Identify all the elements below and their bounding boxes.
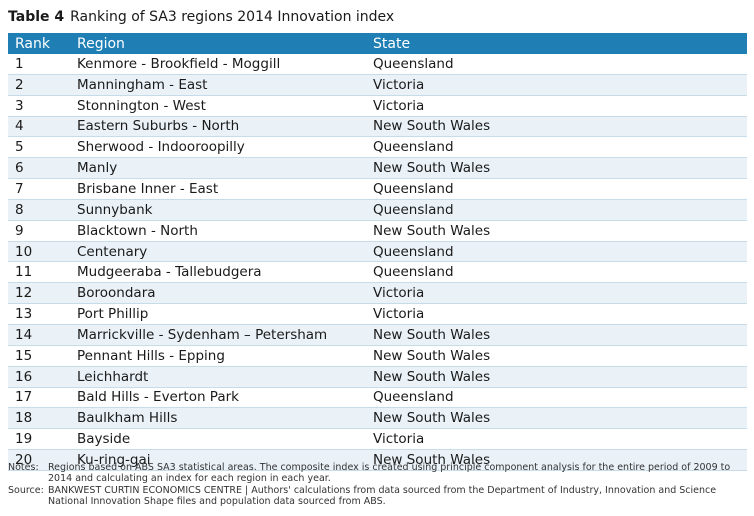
rank-cell: 9 [8,220,77,242]
rank-cell: 13 [8,303,77,325]
table-row: 20 Ku-ring-gai New South Wales [8,449,747,471]
region-cell: Marrickville - Sydenham – Petersham [77,324,373,346]
region-cell: Leichhardt [77,366,373,388]
region-cell: Stonnington - West [77,95,373,117]
region-cell: Sunnybank [77,199,373,221]
header-state: State [373,33,747,54]
rank-cell: 1 [8,54,77,75]
rank-cell: 4 [8,116,77,138]
rank-cell: 10 [8,241,77,263]
region-cell: Blacktown - North [77,220,373,242]
source-text: BANKWEST CURTIN ECONOMICS CENTRE | Autho… [48,485,717,507]
region-cell: Mudgeeraba - Tallebudgera [77,261,373,284]
state-cell: New South Wales [373,324,747,346]
table-row: 12 Boroondara Victoria [8,282,747,305]
region-cell: Bald Hills - Everton Park [77,387,373,409]
region-cell: Bayside [77,428,373,451]
state-cell: Victoria [373,95,747,117]
rank-cell: 2 [8,74,77,96]
table-row: 18 Baulkham Hills New South Wales [8,407,747,430]
region-cell: Sherwood - Indooroopilly [77,136,373,159]
state-cell: Queensland [373,178,747,200]
region-cell: Pennant Hills - Epping [77,345,373,367]
state-cell: Queensland [373,136,747,159]
table-row: 3 Stonnington - West Victoria [8,95,747,117]
state-cell: New South Wales [373,345,747,367]
table-row: 17 Bald Hills - Everton Park Queensland [8,387,747,409]
table-row: 16 Leichhardt New South Wales [8,366,747,388]
notes-label: Notes: [8,462,39,473]
table-row: 7 Brisbane Inner - East Queensland [8,178,747,200]
state-cell: Victoria [373,282,747,305]
state-cell: New South Wales [373,407,747,430]
state-cell: New South Wales [373,449,747,471]
rank-cell: 19 [8,428,77,451]
table-notes: Notes: Regions based on ABS SA3 statisti… [8,462,748,508]
region-cell: Brisbane Inner - East [77,178,373,200]
state-cell: New South Wales [373,116,747,138]
table-row: 2 Manningham - East Victoria [8,74,747,96]
notes-row: Notes: Regions based on ABS SA3 statisti… [8,462,748,484]
table-row: 10 Centenary Queensland [8,241,747,263]
rank-cell: 3 [8,95,77,117]
rank-cell: 7 [8,178,77,200]
region-cell: Baulkham Hills [77,407,373,430]
table-body: 1 Kenmore - Brookfield - Moggill Queenslan… [8,54,747,471]
state-cell: Queensland [373,241,747,263]
table-row: 15 Pennant Hills - Epping New South Wales [8,345,747,367]
rank-cell: 14 [8,324,77,346]
rank-cell: 17 [8,387,77,409]
table-title: Table 4 Ranking of SA3 regions 2014 Innov… [8,9,394,25]
rank-cell: 11 [8,261,77,284]
state-cell: Queensland [373,387,747,409]
rank-cell: 6 [8,157,77,180]
table-row: 1 Kenmore - Brookfield - Moggill Queenslan… [8,54,747,75]
state-cell: Victoria [373,303,747,325]
state-cell: Victoria [373,428,747,451]
region-cell: Centenary [77,241,373,263]
source-label: Source: [8,485,44,496]
table-row: 8 Sunnybank Queensland [8,199,747,221]
table-row: 9 Blacktown - North New South Wales [8,220,747,242]
table-row: 11 Mudgeeraba - Tallebudgera Queensland [8,261,747,284]
region-cell: Manly [77,157,373,180]
rank-cell: 5 [8,136,77,159]
table-header-row: Rank Region State [8,33,747,54]
table-row: 4 Eastern Suburbs - North New South Wales [8,116,747,138]
table-row: 5 Sherwood - Indooroopilly Queensland [8,136,747,159]
region-cell: Ku-ring-gai [77,449,373,471]
ranking-table: Rank Region State 1 Kenmore - Brookfield … [8,33,747,471]
rank-cell: 20 [8,449,77,471]
state-cell: Queensland [373,54,747,75]
state-cell: New South Wales [373,157,747,180]
rank-cell: 15 [8,345,77,367]
table-title-text: Ranking of SA3 regions 2014 Innovation i… [70,9,395,25]
table-row: 14 Marrickville - Sydenham – Petersham New… [8,324,747,346]
state-cell: Queensland [373,199,747,221]
rank-cell: 18 [8,407,77,430]
state-cell: New South Wales [373,220,747,242]
region-cell: Port Phillip [77,303,373,325]
region-cell: Boroondara [77,282,373,305]
header-rank: Rank [8,33,77,54]
source-row: Source: BANKWEST CURTIN ECONOMICS CENTRE… [8,485,748,507]
region-cell: Eastern Suburbs - North [77,116,373,138]
table-row: 13 Port Phillip Victoria [8,303,747,325]
state-cell: New South Wales [373,366,747,388]
table-number: Table 4 [8,9,65,25]
region-cell: Kenmore - Brookfield - Moggill [77,54,373,75]
state-cell: Victoria [373,74,747,96]
table-row: 6 Manly New South Wales [8,157,747,180]
state-cell: Queensland [373,261,747,284]
region-cell: Manningham - East [77,74,373,96]
table-row: 19 Bayside Victoria [8,428,747,451]
header-region: Region [77,33,373,54]
rank-cell: 16 [8,366,77,388]
rank-cell: 8 [8,199,77,221]
rank-cell: 12 [8,282,77,305]
notes-text: Regions based on ABS SA3 statistical are… [48,462,731,484]
